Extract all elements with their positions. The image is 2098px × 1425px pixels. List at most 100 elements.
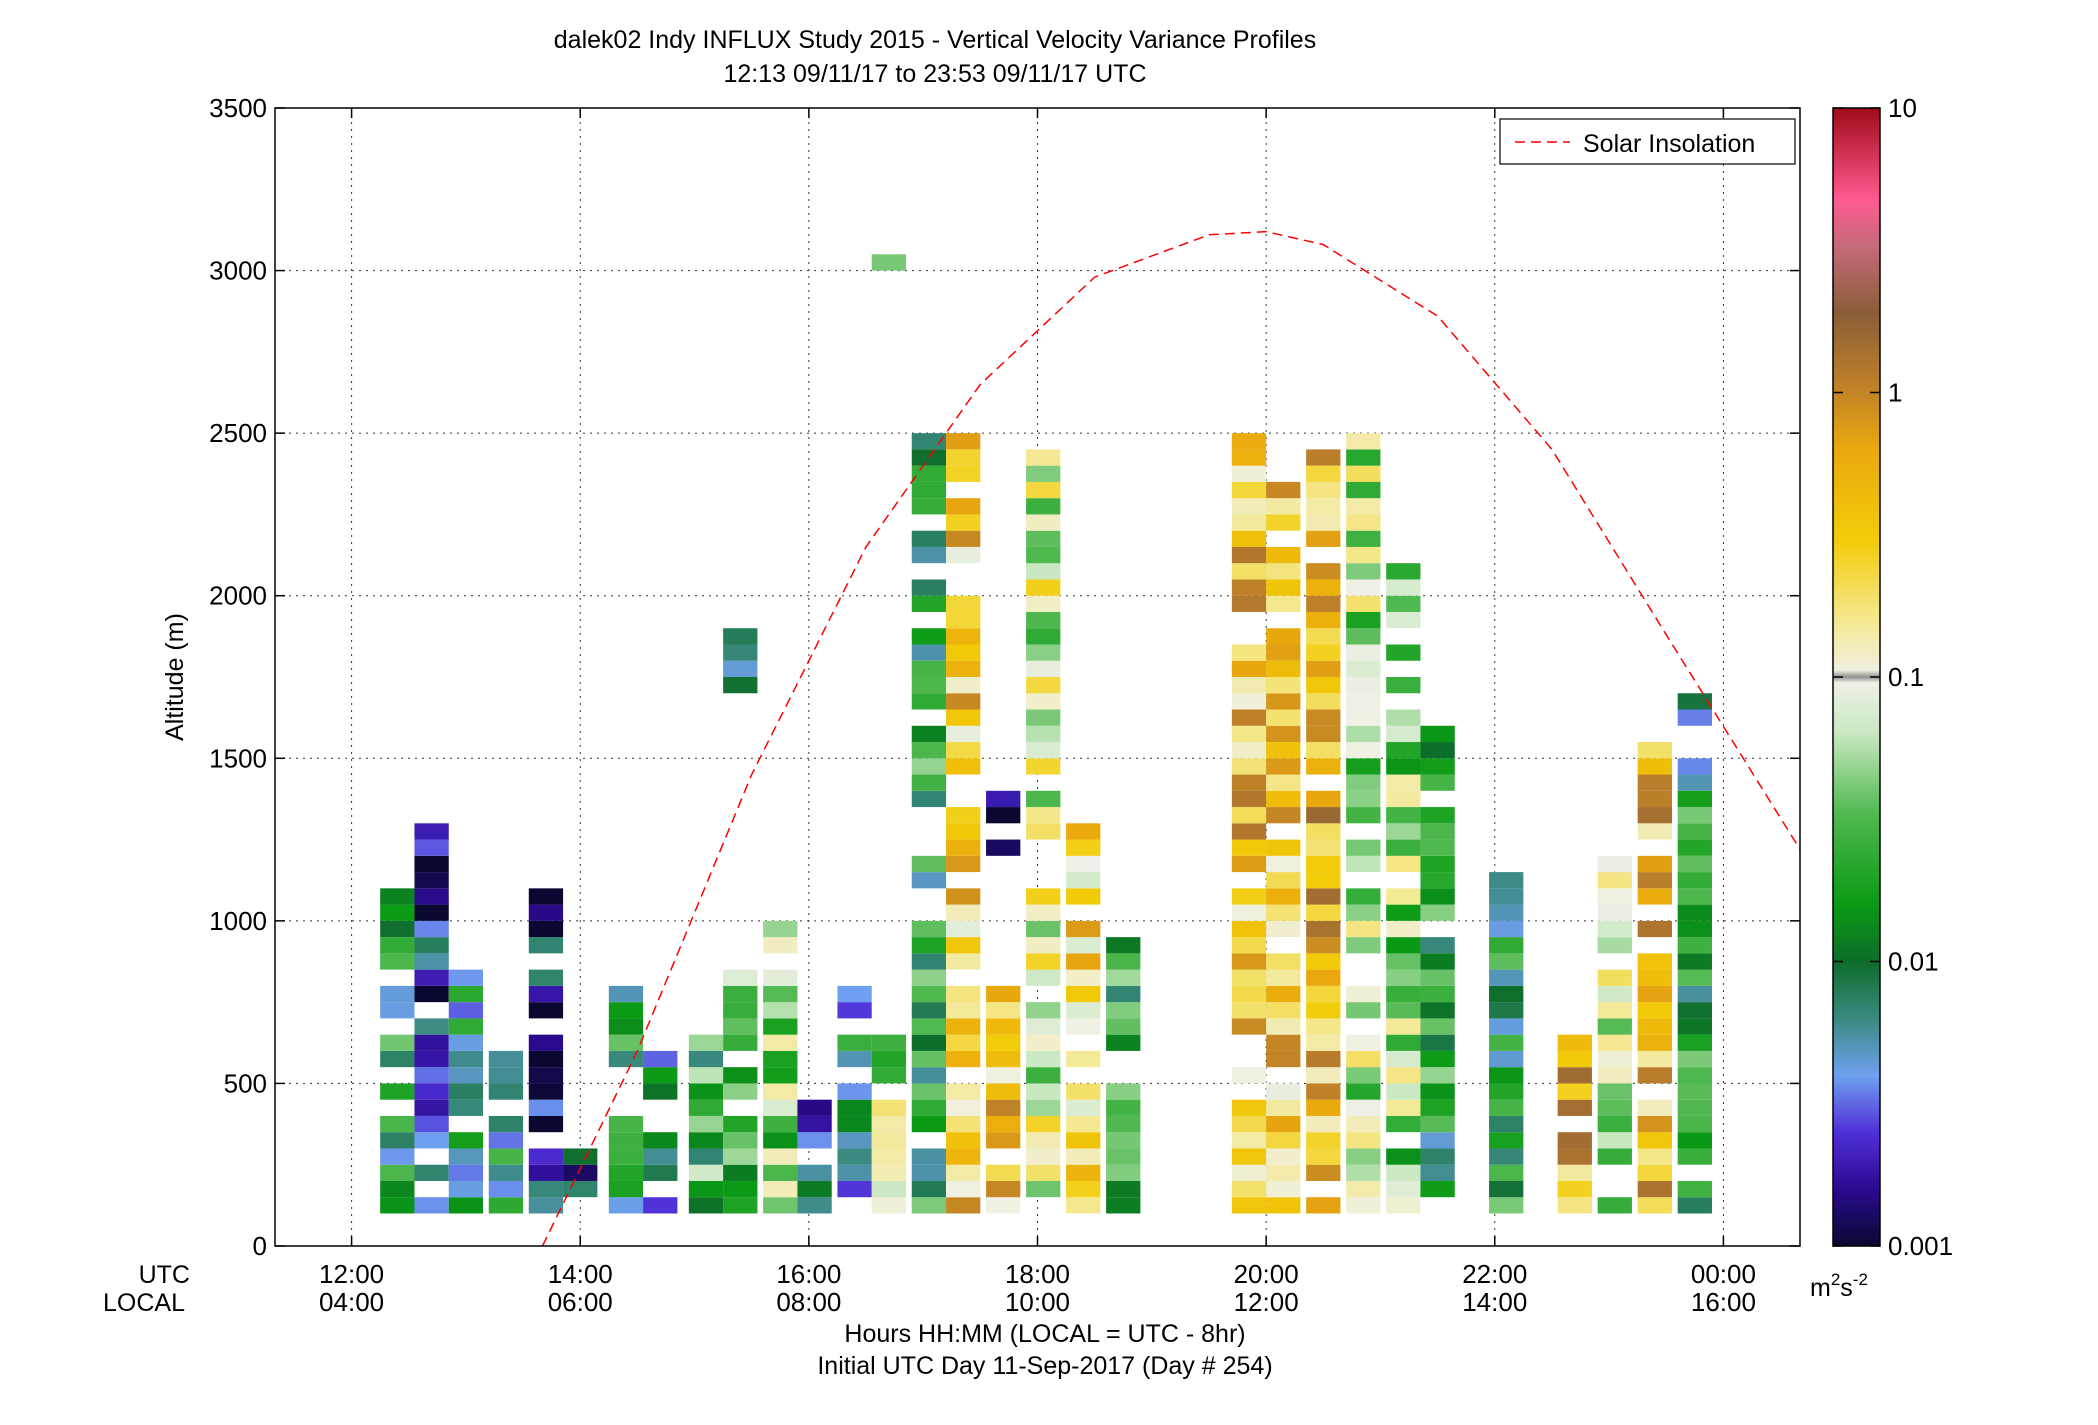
heatmap-cell (1231, 888, 1267, 905)
heatmap-cell (1677, 839, 1712, 856)
chart-title: dalek02 Indy INFLUX Study 2015 - Vertica… (554, 26, 1316, 54)
heatmap-cell (1597, 1115, 1632, 1133)
heatmap-cell (1597, 888, 1632, 905)
heatmap-cell (1637, 920, 1672, 938)
heatmap-cell (688, 1115, 724, 1133)
heatmap-cell (1557, 1164, 1592, 1181)
heatmap-cell (1306, 790, 1341, 808)
heatmap-cell (871, 1050, 907, 1068)
heatmap-cell (1306, 985, 1341, 1003)
heatmap-cell (1306, 1034, 1341, 1051)
heatmap-cell (1597, 985, 1632, 1003)
heatmap-cell (1597, 1067, 1632, 1084)
heatmap-cell (1420, 839, 1455, 856)
x-axis: 12:0004:0014:0006:0016:0008:0018:0010:00… (319, 108, 1756, 1317)
heatmap-cell (448, 1197, 484, 1214)
heatmap-cell (946, 807, 981, 824)
heatmap-cell (1266, 872, 1301, 889)
heatmap-cell (1026, 1164, 1061, 1181)
heatmap-cell (1386, 937, 1421, 954)
heatmap-cell (1266, 839, 1301, 856)
heatmap-cell (1231, 465, 1267, 482)
heatmap-cell (1386, 1002, 1421, 1019)
heatmap-cell (1306, 677, 1341, 694)
heatmap-cell (380, 937, 415, 954)
heatmap-cell (1386, 985, 1421, 1003)
heatmap-cell (1386, 725, 1421, 743)
heatmap-cell (1026, 514, 1061, 531)
heatmap-cell (1489, 1034, 1524, 1051)
heatmap-cell (871, 1099, 907, 1116)
heatmap-cell (1677, 1197, 1712, 1214)
heatmap-cell (1231, 855, 1267, 873)
heatmap-cell (1677, 985, 1712, 1003)
heatmap-cell (1231, 953, 1267, 970)
heatmap-cell (911, 758, 947, 775)
heatmap-cell (1306, 579, 1341, 596)
heatmap-cell (1346, 498, 1381, 515)
heatmap-cell (1266, 1018, 1301, 1035)
heatmap-cell (380, 1115, 415, 1133)
heatmap-cell (1266, 514, 1301, 531)
heatmap-cell (871, 1180, 907, 1198)
heatmap-cell (1106, 953, 1141, 970)
heatmap-cell (946, 1132, 981, 1149)
heatmap-cell (1231, 1099, 1267, 1116)
heatmap-cell (763, 1002, 798, 1019)
heatmap-cell (448, 1083, 484, 1100)
heatmap-cell (528, 969, 564, 986)
heatmap-cell (946, 660, 981, 677)
heatmap-cell (1066, 1132, 1101, 1149)
heatmap-cell (1637, 1050, 1672, 1068)
heatmap-cell (414, 1083, 449, 1100)
heatmap-cell (688, 1050, 724, 1068)
heatmap-cell (1420, 774, 1455, 791)
heatmap-cell (1637, 1115, 1672, 1133)
heatmap-cell (1066, 888, 1101, 905)
heatmap-cell (1489, 1164, 1524, 1181)
heatmap-cell (763, 1180, 798, 1198)
heatmap-cell (946, 677, 981, 694)
heatmap-cell (797, 1197, 832, 1214)
heatmap-cell (763, 1148, 798, 1165)
heatmap-cell (763, 1083, 798, 1100)
heatmap-cell (1386, 563, 1421, 580)
heatmap-cell (723, 1034, 758, 1051)
heatmap-cell (608, 1197, 644, 1214)
heatmap-cell (1677, 1018, 1712, 1035)
heatmap-cell (414, 985, 449, 1003)
heatmap-cell (1677, 1083, 1712, 1100)
heatmap-cell (643, 1067, 678, 1084)
heatmap-cell (1266, 1050, 1301, 1068)
heatmap-cell (414, 855, 449, 873)
heatmap-cell (1677, 1132, 1712, 1149)
heatmap-cell (946, 1034, 981, 1051)
heatmap-cell (1306, 709, 1341, 726)
heatmap-cell (763, 937, 798, 954)
heatmap-cell (1386, 1083, 1421, 1100)
heatmap-cell (1231, 693, 1267, 710)
heatmap-cell (1637, 1067, 1672, 1084)
heatmap-cell (1597, 872, 1632, 889)
heatmap-cell (986, 1002, 1021, 1019)
heatmap-cell (1346, 1083, 1381, 1100)
heatmap-cell (1346, 1148, 1381, 1165)
heatmap-cell (1489, 920, 1524, 938)
heatmap-cell (1489, 1083, 1524, 1100)
heatmap-cell (1231, 1164, 1267, 1181)
heatmap-cell (1637, 823, 1672, 840)
heatmap-cell (871, 1132, 907, 1149)
heatmap-cell (448, 969, 484, 986)
heatmap-cell (1066, 985, 1101, 1003)
heatmap-cell (797, 1180, 832, 1198)
heatmap-cell (1306, 1099, 1341, 1116)
heatmap-cell (723, 1148, 758, 1165)
heatmap-cell (380, 953, 415, 970)
heatmap-cell (1420, 953, 1455, 970)
heatmap-cell (1306, 839, 1341, 856)
heatmap-cell (1306, 823, 1341, 840)
heatmap-cell (1489, 1115, 1524, 1133)
heatmap-cell (1306, 872, 1341, 889)
title-block: dalek02 Indy INFLUX Study 2015 - Vertica… (554, 26, 1316, 88)
heatmap-cell (946, 1002, 981, 1019)
